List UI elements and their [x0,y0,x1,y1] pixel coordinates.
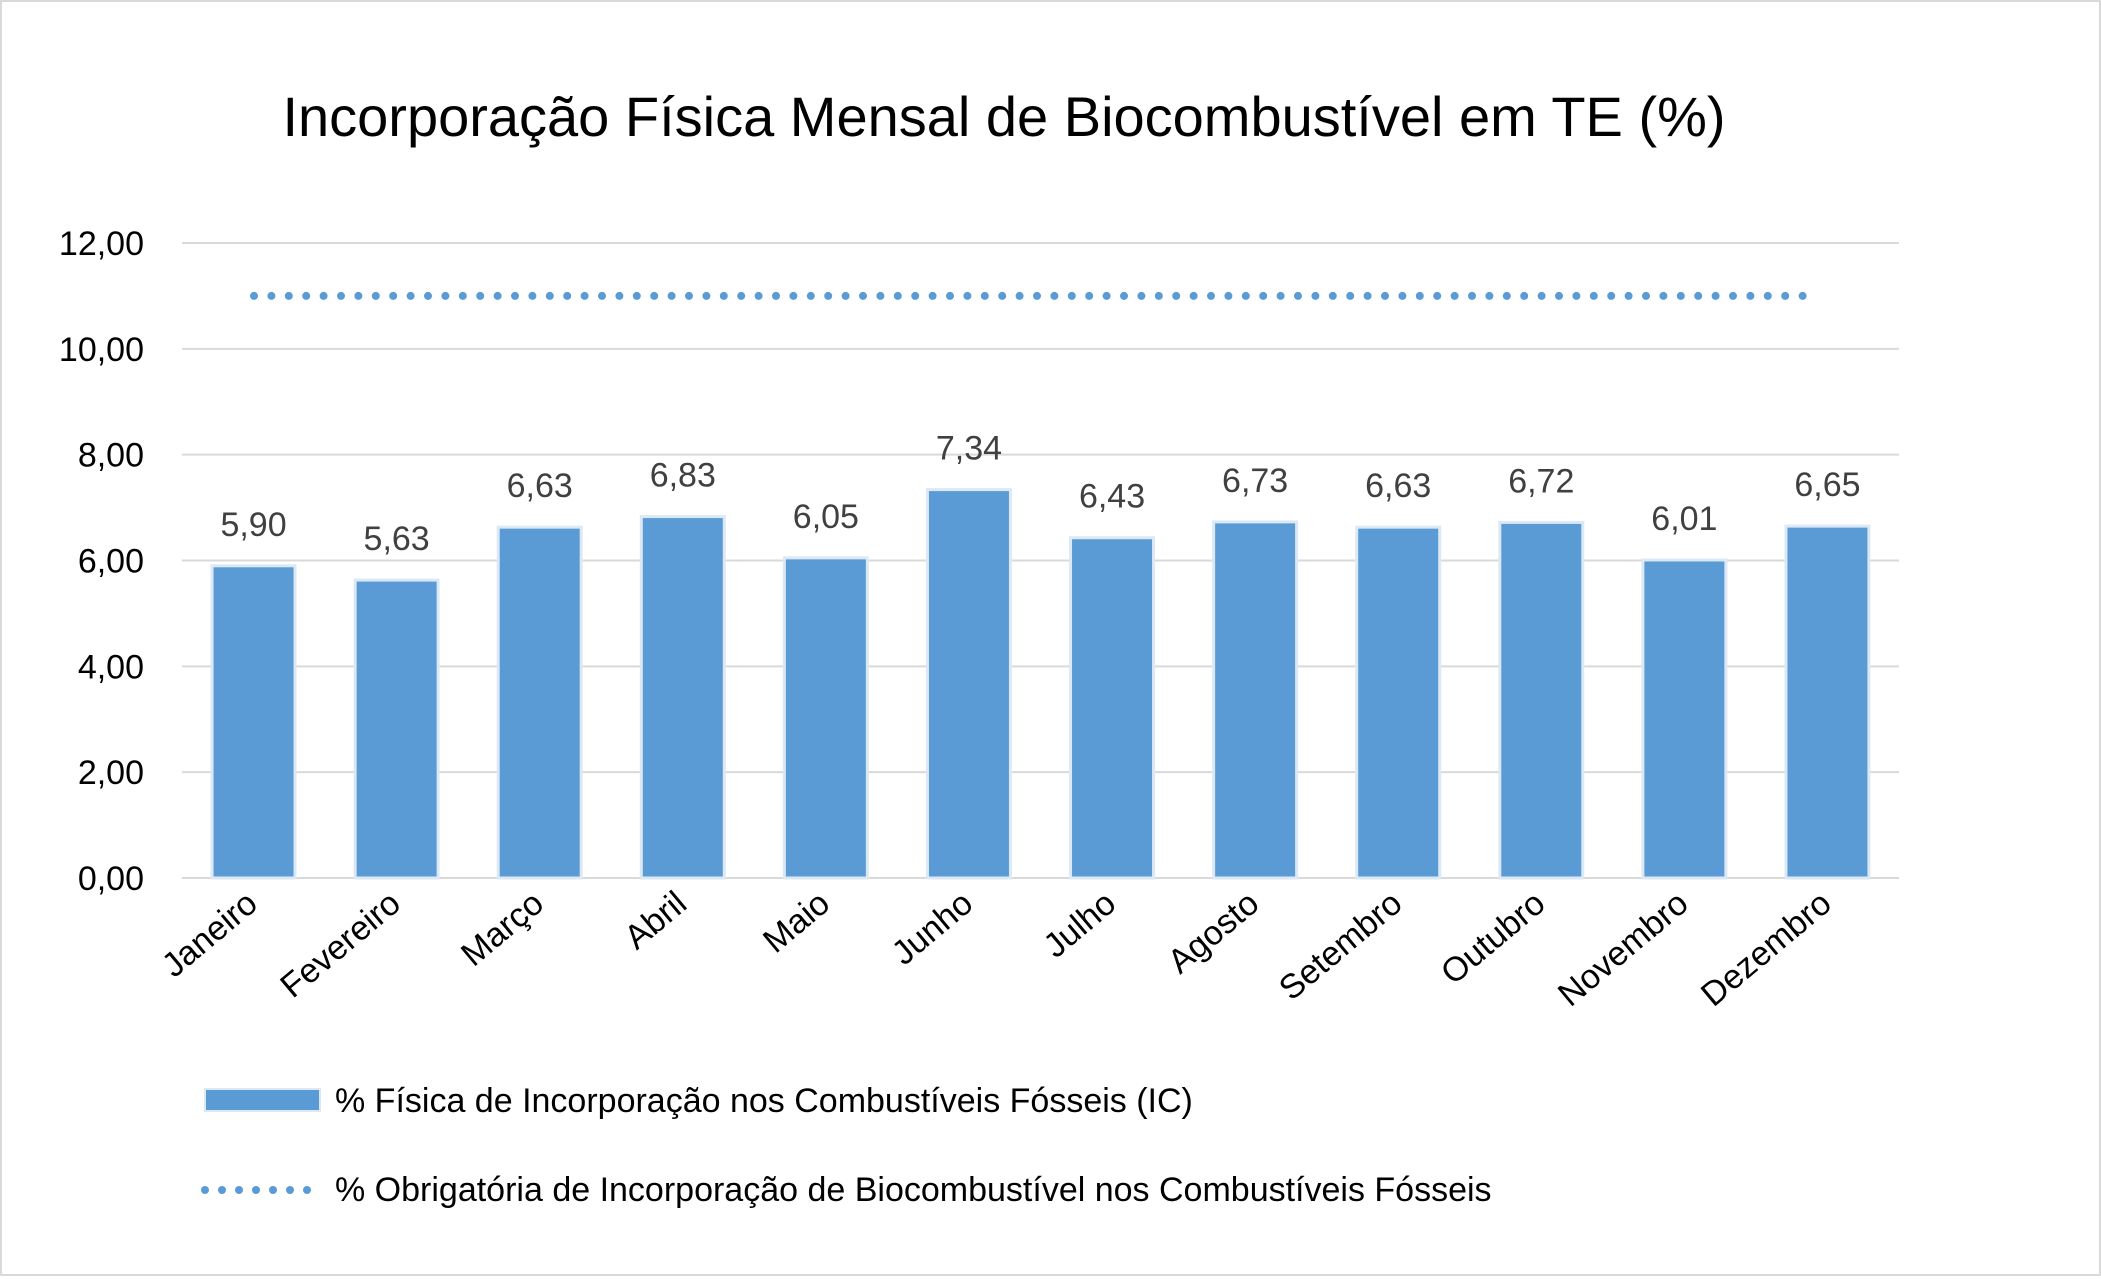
x-tick-label: Abril [617,884,694,957]
bar-data-label: 6,63 [1365,467,1431,505]
bar [639,515,726,880]
bar [353,578,440,880]
y-tick-label: 2,00 [78,754,144,792]
y-tick-label: 8,00 [78,437,144,475]
bar-data-label: 6,43 [1079,478,1145,516]
bar [782,556,869,880]
x-tick-label: Novembro [1551,884,1696,1014]
bar-data-label: 6,01 [1651,500,1717,538]
x-tick-label: Setembro [1272,884,1409,1008]
bars [210,488,1871,880]
bar [496,525,583,880]
bar [1784,524,1871,880]
legend-label-line: % Obrigatória de Incorporação de Biocomb… [335,1171,1492,1209]
y-tick-label: 12,00 [59,225,144,263]
chart-title: Incorporação Física Mensal de Biocombust… [282,85,1725,148]
x-tick-label: Julho [1036,884,1123,965]
bar-data-label: 6,72 [1508,462,1574,500]
x-axis-ticks: Janeiro Fevereiro Março Abril Maio Junho Julho… [155,884,1839,1014]
bar-data-label: 5,63 [364,520,430,558]
x-tick-label: Outubro [1434,884,1553,992]
legend-swatch-bar [204,1088,321,1112]
bar-data-label: 7,34 [936,430,1002,468]
bar [1498,520,1585,880]
bar-data-label: 6,05 [793,498,859,536]
x-tick-label: Maio [756,884,837,960]
bar-data-label: 6,83 [650,457,716,495]
gridlines [182,242,1899,879]
bar [925,488,1012,880]
y-tick-label: 0,00 [78,860,144,898]
bar-data-label: 6,65 [1794,466,1860,504]
bar [1355,525,1442,880]
bar-data-label: 5,90 [220,506,286,544]
bar [1069,536,1156,880]
legend: % Física de Incorporação nos Combustívei… [201,1082,1492,1209]
x-tick-label: Agosto [1161,884,1267,981]
bar [1212,520,1299,880]
bar-data-label: 6,63 [507,467,573,505]
bar-data-label: 6,73 [1222,462,1288,500]
x-tick-label: Dezembro [1694,884,1839,1014]
bar [210,564,297,880]
y-tick-label: 6,00 [78,543,144,581]
bar-data-labels: 5,90 5,63 6,63 6,83 6,05 7,34 6,43 6,73 6,63 6,72… [220,430,1860,558]
y-axis-ticks: 0,00 2,00 4,00 6,00 8,00 10,00 12,00 [59,225,144,898]
x-tick-label: Janeiro [155,884,265,985]
x-tick-label: Fevereiro [273,884,407,1005]
x-tick-label: Março [454,884,551,974]
x-tick-label: Junho [885,884,980,973]
y-tick-label: 4,00 [78,648,144,686]
legend-label-bar: % Física de Incorporação nos Combustívei… [335,1082,1193,1120]
y-tick-label: 10,00 [59,331,144,369]
bar [1641,558,1728,880]
